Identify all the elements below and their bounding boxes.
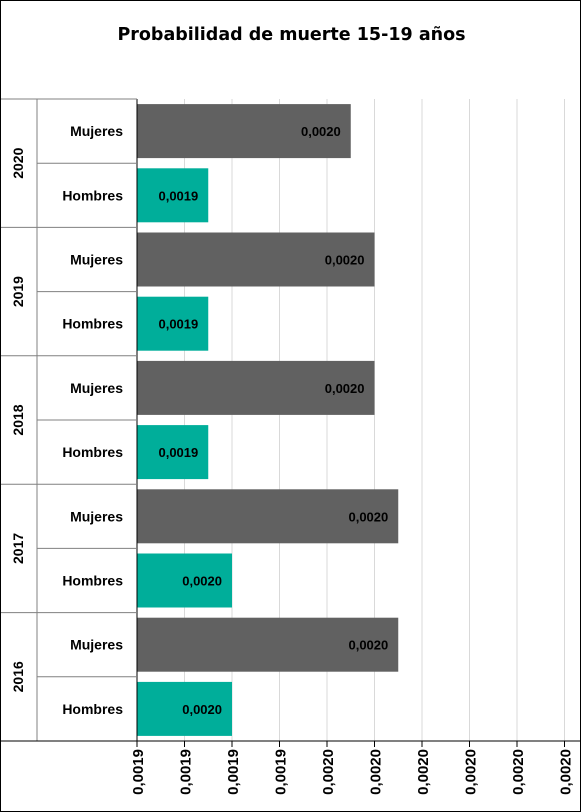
category-axis: Mujeres Hombres Mujeres Hombres Mujeres Hombr… — [1, 98, 138, 747]
tick-label: 0,0020 — [415, 749, 432, 795]
category-label: Hombres — [62, 444, 123, 460]
bar-2019-hombres — [137, 296, 209, 351]
data-labels: 0,0020 0,0019 0,0020 0,0019 0,0020 0,0019 0,00… — [158, 124, 388, 717]
tick-label: 0,0020 — [320, 749, 337, 795]
tick-label: 0,0019 — [178, 749, 195, 795]
bar-2016-mujeres — [137, 617, 399, 672]
data-label: 0,0020 — [182, 574, 222, 589]
category-label: Mujeres — [70, 508, 123, 524]
tick-label: 0,0019 — [225, 749, 242, 795]
tick-label: 0,0020 — [463, 749, 480, 795]
bars — [137, 104, 399, 736]
tick-label: 0,0020 — [510, 749, 527, 795]
data-label: 0,0019 — [158, 317, 198, 332]
tick-label: 0,0020 — [368, 749, 385, 795]
chart-title: Probabilidad de muerte 15-19 años — [117, 25, 466, 45]
value-axis: 0,0019 0,0019 0,0019 0,0019 0,0020 0,0020 0,00… — [1, 740, 580, 795]
bar-2020-mujeres — [137, 104, 351, 159]
group-label: 2016 — [10, 661, 26, 692]
data-label: 0,0020 — [325, 381, 365, 396]
data-label: 0,0019 — [158, 445, 198, 460]
group-label: 2020 — [10, 147, 26, 178]
tick-label: 0,0019 — [130, 749, 147, 795]
bar-2016-hombres — [137, 681, 232, 736]
bar-2017-mujeres — [137, 489, 399, 544]
category-label: Hombres — [62, 316, 123, 332]
data-label: 0,0020 — [301, 124, 341, 139]
tick-label: 0,0020 — [558, 749, 575, 795]
bar-2020-hombres — [137, 168, 209, 223]
data-label: 0,0020 — [348, 509, 388, 524]
bar-2019-mujeres — [137, 232, 375, 287]
data-label: 0,0020 — [325, 253, 365, 268]
bar-2017-hombres — [137, 553, 232, 608]
category-label: Mujeres — [70, 380, 123, 396]
category-label: Mujeres — [70, 637, 123, 653]
tick-label: 0,0019 — [273, 749, 290, 795]
category-label: Mujeres — [70, 252, 123, 268]
category-label: Hombres — [62, 701, 123, 717]
group-label: 2018 — [10, 404, 26, 435]
bar-2018-mujeres — [137, 360, 375, 415]
data-label: 0,0019 — [158, 188, 198, 203]
group-label: 2017 — [10, 533, 26, 564]
category-label: Hombres — [62, 187, 123, 203]
data-label: 0,0020 — [348, 638, 388, 653]
category-label: Mujeres — [70, 123, 123, 139]
group-label: 2019 — [10, 276, 26, 307]
bar-2018-hombres — [137, 425, 209, 480]
data-label: 0,0020 — [182, 702, 222, 717]
category-label: Hombres — [62, 573, 123, 589]
